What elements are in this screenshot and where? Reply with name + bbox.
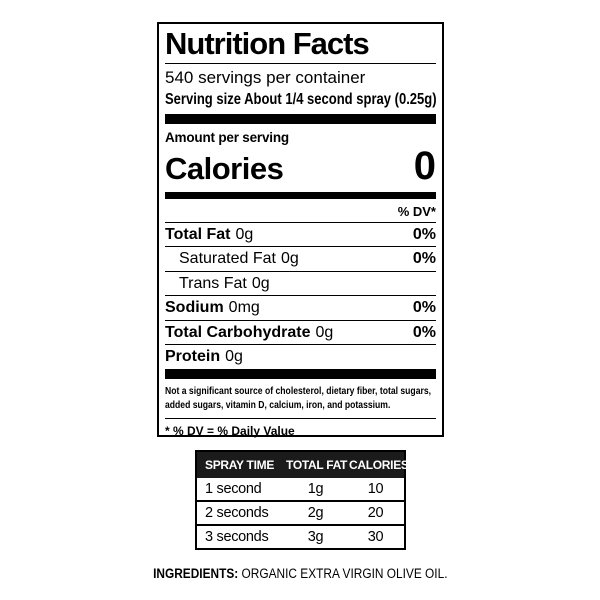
calories-label: Calories <box>165 151 284 187</box>
cell-calories: 30 <box>347 524 405 549</box>
cell-total-fat: 3g <box>284 524 347 549</box>
header-total-fat: TOTAL FAT <box>284 451 347 478</box>
nutrient-amount: 0g <box>235 226 254 244</box>
nutrient-dv: 0% <box>412 226 436 244</box>
cell-calories: 20 <box>347 500 405 525</box>
nutrient-row-total-fat: Total Fat 0g 0% <box>165 222 436 246</box>
cell-spray-time: 2 seconds <box>196 500 284 525</box>
serving-size-line: Serving size About 1/4 second spray (0.2… <box>165 91 437 109</box>
panel-title: Nutrition Facts <box>165 26 370 61</box>
spray-table-row: 3 seconds 3g 30 <box>196 524 405 549</box>
ingredients-value: ORGANIC EXTRA VIRGIN OLIVE OIL. <box>241 566 448 581</box>
ingredients-line: INGREDIENTS: ORGANIC EXTRA VIRGIN OLIVE … <box>0 566 600 581</box>
nutrient-name: Sodium <box>165 299 224 317</box>
cell-spray-time: 1 second <box>205 481 262 497</box>
servings-per-container: 540 servings per container <box>165 68 366 88</box>
daily-value-header: % DV* <box>397 204 436 220</box>
thick-divider-bar <box>165 369 436 380</box>
spray-table-row: 1 second 1g 10 <box>196 478 405 501</box>
cell-calories: 10 <box>367 481 384 497</box>
nutrient-amount: 0g <box>251 274 270 292</box>
spray-table-header-row: SPRAY TIME TOTAL FAT CALORIES <box>196 451 409 478</box>
divider <box>165 63 436 65</box>
spray-table-row: 2 seconds 2g 20 <box>196 500 405 525</box>
cell-total-fat: 1g <box>307 481 324 497</box>
nutrient-dv: 0% <box>412 323 436 341</box>
nutrient-dv: 0% <box>412 250 436 268</box>
nutrient-name: Trans Fat <box>179 274 247 292</box>
ingredients-label: INGREDIENTS: <box>152 566 238 581</box>
header-spray-time: SPRAY TIME <box>196 451 284 478</box>
nutrient-name: Total Carbohydrate <box>165 323 311 341</box>
not-significant-source-note: Not a significant source of cholesterol,… <box>165 385 432 412</box>
nutrient-amount: 0mg <box>228 299 260 317</box>
nutrient-name: Protein <box>165 348 221 366</box>
amount-per-serving-label: Amount per serving <box>165 130 289 146</box>
nutrient-amount: 0g <box>225 348 243 366</box>
nutrient-row-saturated-fat: Saturated Fat 0g 0% <box>165 246 436 270</box>
calories-row: Calories 0 <box>165 145 436 190</box>
nutrient-amount: 0g <box>315 323 334 341</box>
cell-total-fat: 2g <box>284 500 347 525</box>
nutrient-row-protein: Protein 0g <box>165 344 436 368</box>
daily-value-definition: * % DV = % Daily Value <box>165 417 436 440</box>
cell-spray-time: 3 seconds <box>196 524 284 549</box>
nutrient-name: Saturated Fat <box>179 250 276 268</box>
nutrient-amount: 0g <box>280 250 299 268</box>
nutrient-row-trans-fat: Trans Fat 0g <box>165 270 436 295</box>
header-calories: CALORIES <box>347 451 409 478</box>
thick-divider-bar <box>165 114 436 125</box>
calories-value: 0 <box>413 144 436 189</box>
nutrient-name: Total Fat <box>165 226 231 244</box>
nutrient-dv: 0% <box>412 299 436 317</box>
medium-divider-bar <box>165 192 436 200</box>
nutrient-row-sodium: Sodium 0mg 0% <box>165 295 436 319</box>
nutrition-facts-panel: Nutrition Facts 540 servings per contain… <box>157 22 444 440</box>
nutrient-row-total-carbohydrate: Total Carbohydrate 0g 0% <box>165 319 436 344</box>
spray-time-table: SPRAY TIME TOTAL FAT CALORIES 1 second 1… <box>195 450 409 550</box>
